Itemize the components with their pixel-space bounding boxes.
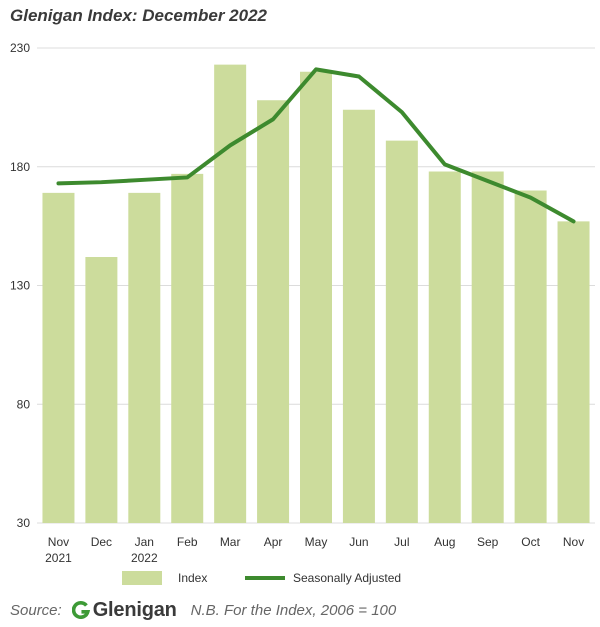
x-tick-label: Jul [394, 535, 409, 549]
x-tick-label: Nov [563, 535, 584, 549]
legend-swatch-seasonally-adjusted [245, 576, 285, 580]
y-tick-label: 30 [17, 516, 31, 530]
logo-text: Glenigan [92, 598, 177, 621]
footer: Source: Glenigan N.B. For the Index, 200… [10, 598, 396, 622]
legend-item-seasonally-adjusted: Seasonally Adjusted [245, 568, 401, 588]
bar-index-2 [128, 192, 161, 523]
y-tick-label: 130 [10, 279, 30, 293]
chart-plot: 30 80 130 180 230 Nov 2021 Dec Jan 2022 Feb Mar Apr… [10, 41, 595, 565]
bar-index-7 [342, 109, 375, 523]
legend-swatch-index [122, 571, 162, 585]
x-tick-label: Mar [220, 535, 241, 549]
x-tick-label: Feb [177, 535, 198, 549]
x-tick-label: Jan 2022 [131, 535, 158, 565]
line-seasonally-adjusted [56, 67, 576, 224]
x-tick-label: Sep [477, 535, 499, 549]
legend-label-seasonally-adjusted: Seasonally Adjusted [293, 571, 402, 585]
bar-index-3 [171, 173, 204, 523]
footnote: N.B. For the Index, 2006 = 100 [190, 601, 397, 619]
bar-index-10 [471, 171, 504, 523]
bar-index-11 [514, 190, 547, 523]
glenigan-logo-icon [71, 601, 90, 619]
y-tick-label: 230 [10, 41, 30, 55]
y-tick-label: 180 [10, 160, 30, 174]
bar-index-9 [428, 171, 461, 523]
x-tick-label: Oct [521, 535, 540, 549]
bar-index-0 [42, 192, 75, 523]
bar-index-8 [385, 140, 418, 523]
bar-index-4 [214, 64, 247, 523]
bar-index-12 [557, 221, 590, 523]
legend-item-index: Index [122, 568, 207, 588]
chart-title: Glenigan Index: December 2022 [10, 6, 267, 25]
glenigan-logo: Glenigan [71, 598, 177, 622]
x-tick-label: Apr [264, 535, 283, 549]
y-tick-label: 80 [17, 397, 31, 411]
source-label: Source: [10, 601, 62, 619]
x-tick-label: Dec [91, 535, 112, 549]
bar-index-5 [257, 100, 290, 523]
x-tick-label: Aug [434, 535, 455, 549]
x-tick-label: May [305, 535, 328, 549]
bar-index-6 [300, 71, 332, 523]
x-tick-label: Nov 2021 [45, 535, 72, 565]
bar-index-1 [85, 257, 118, 523]
x-tick-label: Jun [349, 535, 368, 549]
legend-label-index: Index [178, 571, 208, 585]
